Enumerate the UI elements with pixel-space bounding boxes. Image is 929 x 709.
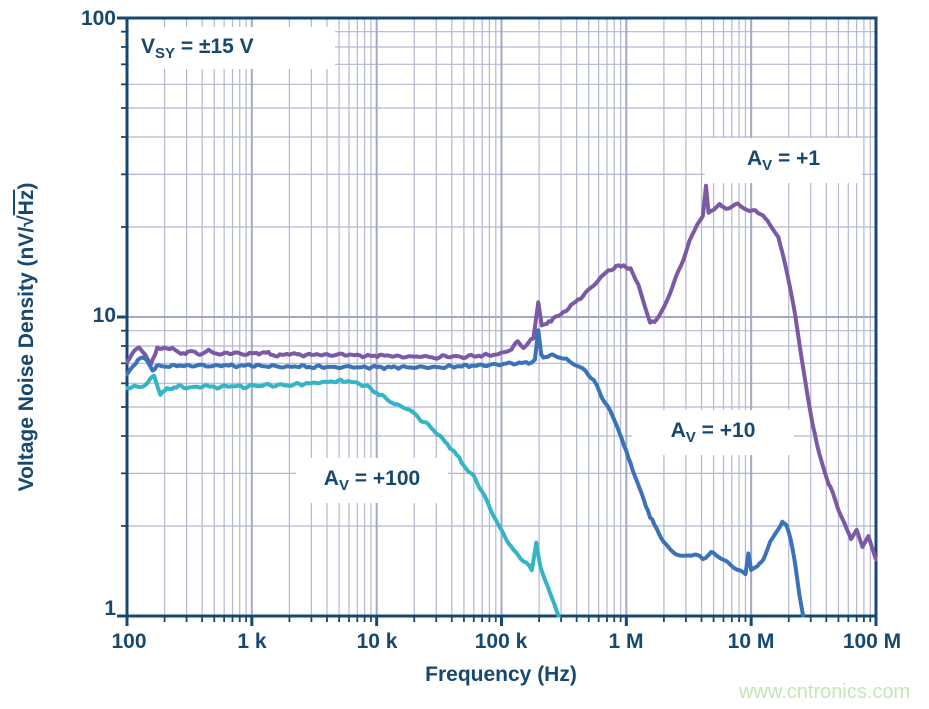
curve-av-+1 bbox=[125, 183, 878, 562]
x-tick-label-1k: 1 k bbox=[237, 630, 267, 653]
y-tick-label-1: 1 bbox=[104, 597, 116, 620]
y-axis-title: Voltage Noise Density (nV/√Hz) bbox=[15, 182, 38, 492]
x-tick-label-10k: 10 k bbox=[356, 630, 398, 653]
curve-label-av1: AV = +1 bbox=[705, 138, 862, 183]
y-tick-label-100: 100 bbox=[80, 7, 116, 30]
sqrt-symbol: √ bbox=[15, 215, 38, 227]
supply-voltage-annotation: VSY = ±15 V bbox=[129, 27, 335, 69]
x-tick-label-10M: 10 M bbox=[727, 630, 775, 653]
y-tick-label-10: 10 bbox=[92, 304, 116, 327]
x-tick-label-1M: 1 M bbox=[608, 630, 644, 653]
plot-frame bbox=[125, 16, 878, 618]
x-tick-label-100: 100 bbox=[111, 630, 147, 653]
x-tick-label-100M: 100 M bbox=[842, 630, 902, 653]
curve-av-+10 bbox=[125, 328, 806, 618]
x-tick-label-100k: 100 k bbox=[474, 630, 528, 653]
curve-label-av100: AV = +100 bbox=[296, 458, 448, 503]
x-axis-title: Frequency (Hz) bbox=[425, 663, 577, 686]
curve-av-+100 bbox=[125, 373, 561, 618]
watermark-text: www.cntronics.com bbox=[739, 681, 911, 703]
curves-group bbox=[125, 183, 878, 618]
curve-label-av10: AV = +10 bbox=[632, 410, 794, 455]
